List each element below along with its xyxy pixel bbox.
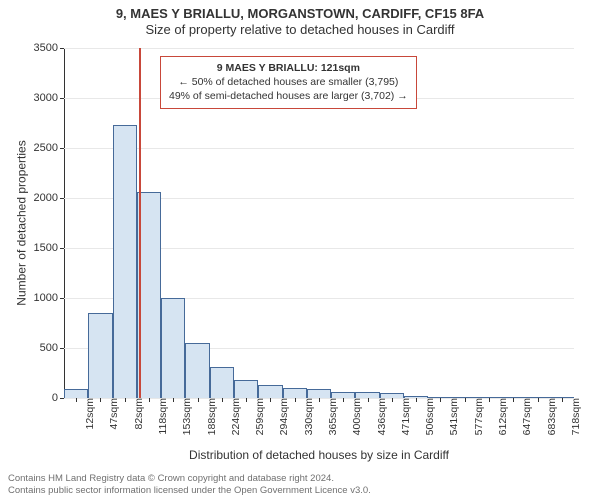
callout-line: ← 50% of detached houses are smaller (3,… — [169, 75, 408, 89]
histogram-bar — [113, 125, 137, 398]
y-axis-line — [64, 48, 65, 398]
xtick-mark — [319, 398, 320, 402]
xtick-mark — [538, 398, 539, 402]
xtick-mark — [149, 398, 150, 402]
xtick-mark — [222, 398, 223, 402]
xtick-label: 471sqm — [396, 398, 412, 435]
y-axis-title-text: Number of detached properties — [15, 140, 29, 305]
xtick-mark — [100, 398, 101, 402]
title-line1: 9, MAES Y BRIALLU, MORGANSTOWN, CARDIFF,… — [0, 6, 600, 22]
xtick-mark — [343, 398, 344, 402]
xtick-label: 718sqm — [566, 398, 582, 435]
histogram-bar — [210, 367, 234, 398]
histogram-bar — [185, 343, 209, 398]
chart-container: 9, MAES Y BRIALLU, MORGANSTOWN, CARDIFF,… — [0, 0, 600, 500]
footer: Contains HM Land Registry data © Crown c… — [8, 473, 592, 496]
histogram-bar — [161, 298, 185, 398]
ytick-label: 0 — [52, 392, 64, 404]
xtick-mark — [368, 398, 369, 402]
ytick-label: 2500 — [34, 142, 64, 154]
xtick-label: 400sqm — [347, 398, 363, 435]
xtick-label: 541sqm — [444, 398, 460, 435]
xtick-label: 224sqm — [226, 398, 242, 435]
x-axis-title: Distribution of detached houses by size … — [64, 448, 574, 462]
xtick-label: 259sqm — [250, 398, 266, 435]
xtick-label: 577sqm — [469, 398, 485, 435]
xtick-mark — [198, 398, 199, 402]
xtick-label: 365sqm — [323, 398, 339, 435]
xtick-label: 330sqm — [299, 398, 315, 435]
callout-line: 9 MAES Y BRIALLU: 121sqm — [169, 61, 408, 75]
xtick-mark — [173, 398, 174, 402]
histogram-bar — [258, 385, 282, 398]
xtick-label: 82sqm — [129, 398, 145, 430]
xtick-label: 647sqm — [517, 398, 533, 435]
xtick-label: 188sqm — [202, 398, 218, 435]
xtick-label: 153sqm — [177, 398, 193, 435]
xtick-mark — [416, 398, 417, 402]
ytick-label: 1500 — [34, 242, 64, 254]
xtick-mark — [440, 398, 441, 402]
title-line2: Size of property relative to detached ho… — [0, 22, 600, 38]
xtick-label: 506sqm — [420, 398, 436, 435]
xtick-label: 612sqm — [493, 398, 509, 435]
xtick-mark — [513, 398, 514, 402]
xtick-mark — [465, 398, 466, 402]
xtick-label: 294sqm — [274, 398, 290, 435]
xtick-mark — [76, 398, 77, 402]
xtick-label: 436sqm — [372, 398, 388, 435]
histogram-bar — [88, 313, 112, 398]
xtick-label: 47sqm — [104, 398, 120, 430]
xtick-mark — [392, 398, 393, 402]
ytick-label: 1000 — [34, 292, 64, 304]
y-axis-title: Number of detached properties — [14, 48, 30, 398]
plot-area: 050010001500200025003000350012sqm47sqm82… — [64, 48, 574, 398]
reference-line — [139, 48, 141, 398]
callout-line: 49% of semi-detached houses are larger (… — [169, 89, 408, 103]
histogram-bar — [234, 380, 258, 398]
histogram-bar — [307, 389, 331, 398]
xtick-mark — [562, 398, 563, 402]
xtick-label: 683sqm — [542, 398, 558, 435]
xtick-mark — [125, 398, 126, 402]
xtick-label: 118sqm — [153, 398, 169, 435]
footer-line1: Contains HM Land Registry data © Crown c… — [8, 473, 592, 484]
callout-box: 9 MAES Y BRIALLU: 121sqm← 50% of detache… — [160, 56, 417, 109]
footer-line2: Contains public sector information licen… — [8, 485, 592, 496]
ytick-label: 3000 — [34, 92, 64, 104]
ytick-label: 2000 — [34, 192, 64, 204]
ytick-label: 3500 — [34, 42, 64, 54]
xtick-mark — [246, 398, 247, 402]
ytick-label: 500 — [40, 342, 64, 354]
title-block: 9, MAES Y BRIALLU, MORGANSTOWN, CARDIFF,… — [0, 0, 600, 39]
xtick-mark — [489, 398, 490, 402]
histogram-bar — [283, 388, 307, 398]
xtick-mark — [295, 398, 296, 402]
xtick-mark — [270, 398, 271, 402]
xtick-label: 12sqm — [80, 398, 96, 430]
